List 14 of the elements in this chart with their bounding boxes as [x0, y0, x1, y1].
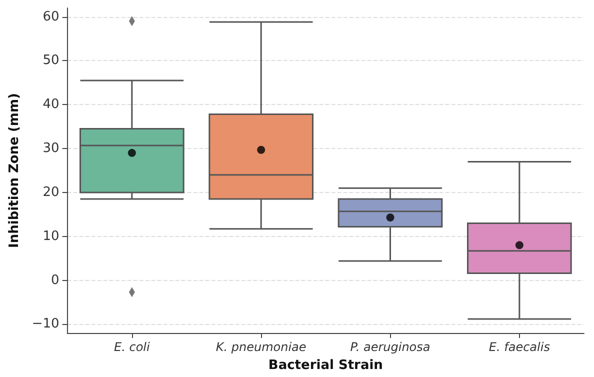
- x-tick-label: K. pneumoniae: [216, 340, 306, 354]
- x-axis-title: Bacterial Strain: [268, 358, 383, 373]
- x-tick-label: P. aeruginosa: [350, 340, 430, 354]
- y-axis-title: Inhibition Zone (mm): [7, 93, 22, 248]
- y-tick-label: 50: [42, 53, 60, 68]
- x-tick-label: E. coli: [114, 340, 150, 354]
- y-tick-label: 0: [51, 272, 60, 288]
- y-tick-label: 10: [42, 228, 60, 244]
- y-tick-label: 20: [42, 184, 60, 200]
- y-tick-label: −10: [32, 316, 60, 332]
- y-tick-label: 30: [42, 141, 60, 156]
- y-tick-label: 60: [42, 9, 60, 24]
- x-tick-label: E. faecalis: [488, 340, 550, 354]
- y-tick-label: 40: [42, 97, 60, 112]
